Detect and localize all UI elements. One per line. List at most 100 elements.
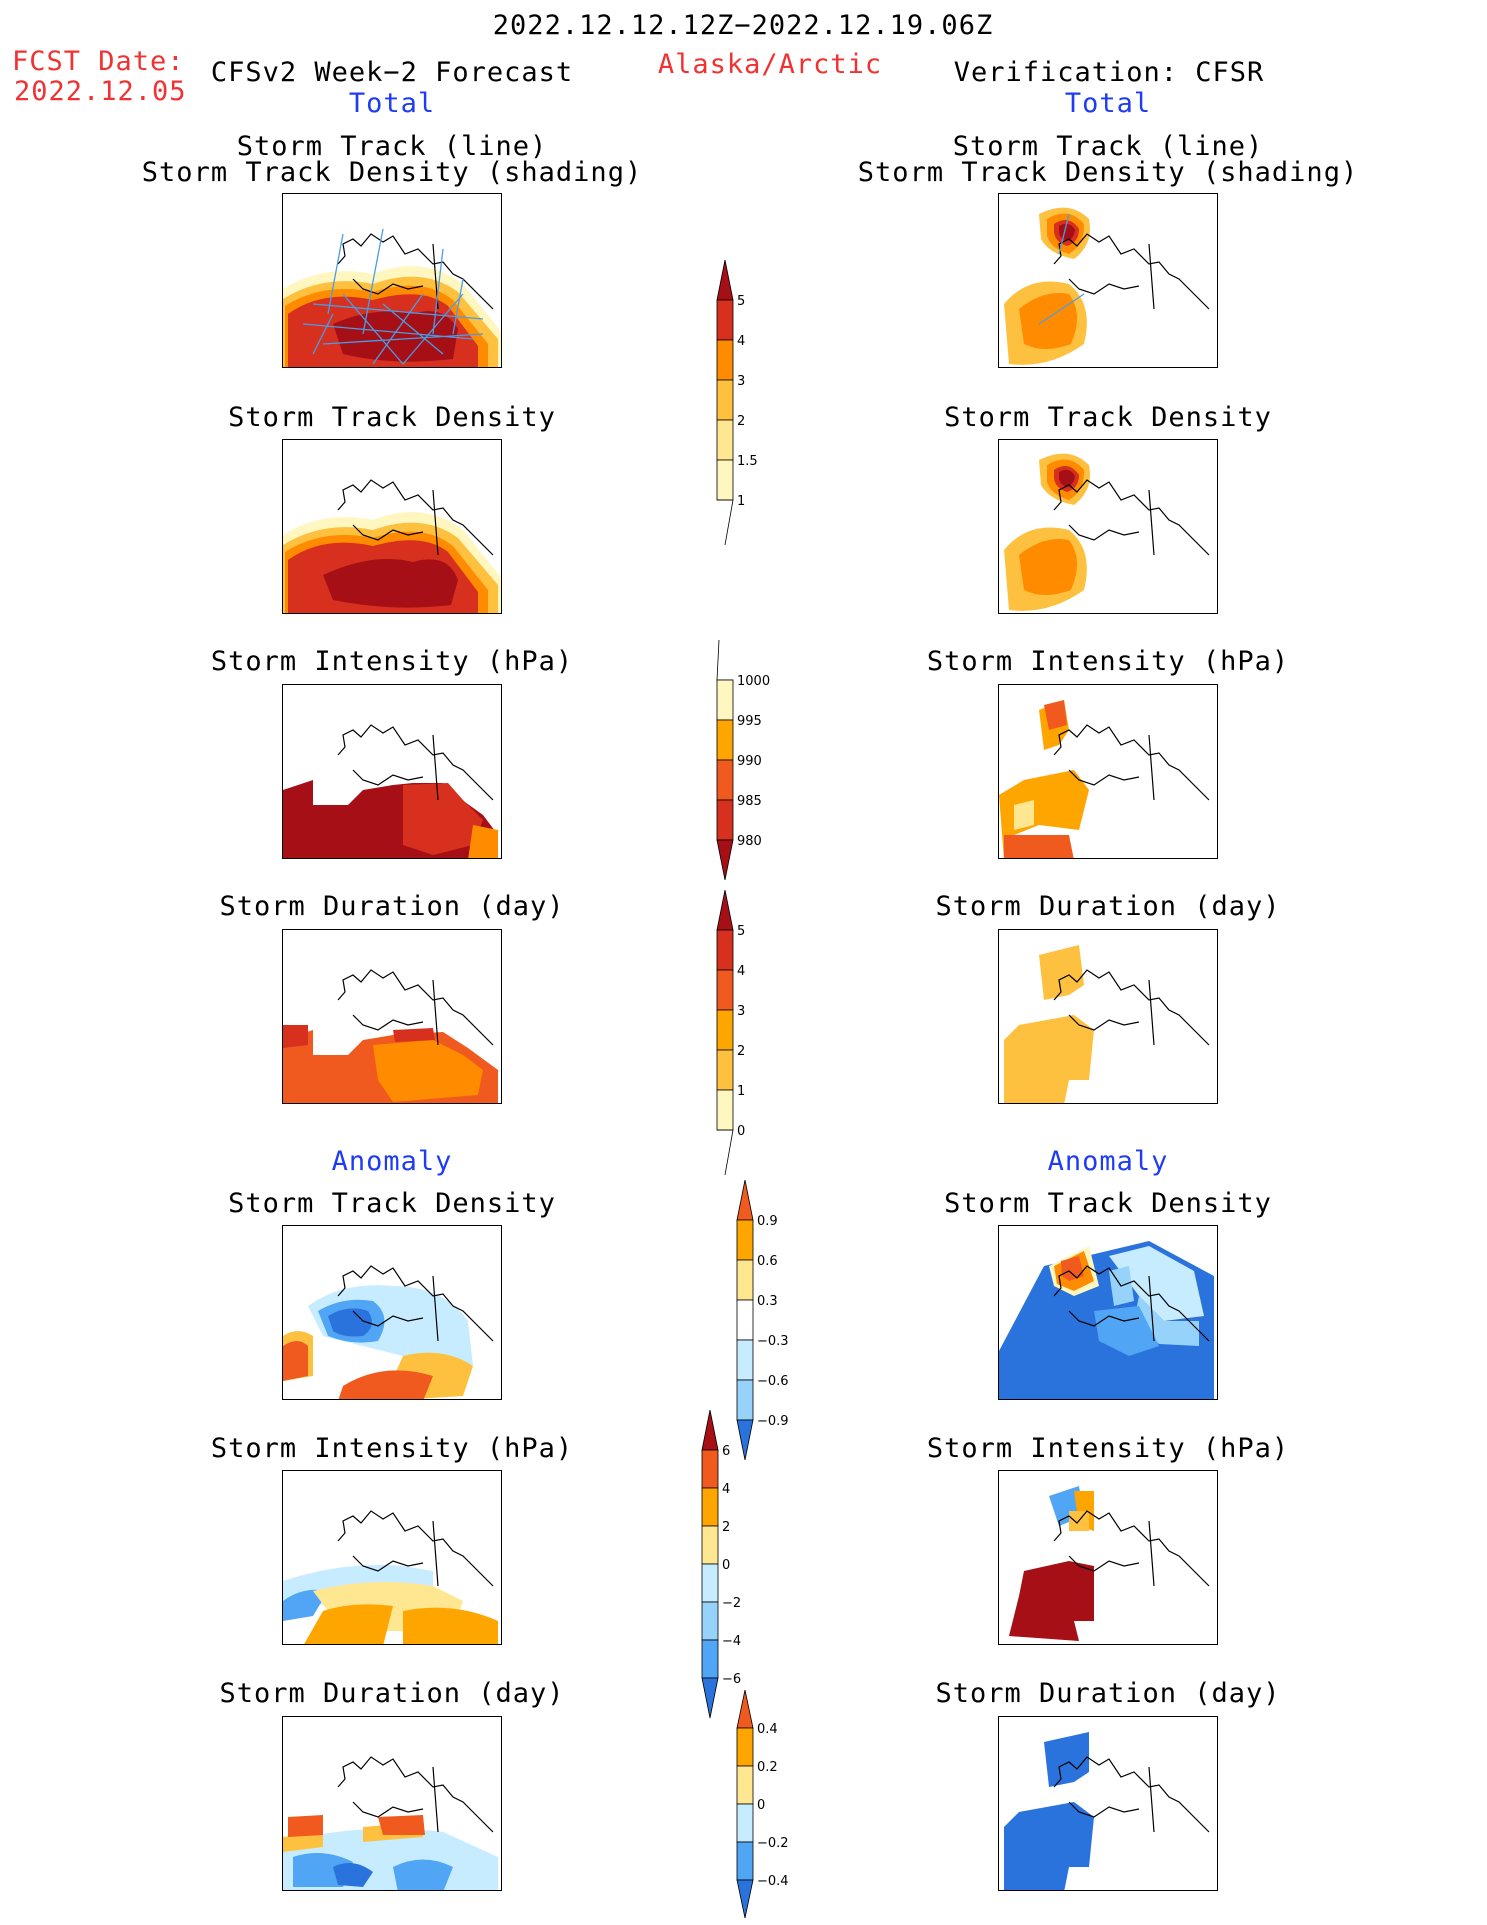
left-anom-duration-title: Storm Duration (day)	[219, 1678, 565, 1709]
tick-label: 4	[722, 1482, 730, 1497]
right-model-title: Verification: CFSR	[953, 57, 1265, 88]
tick-label: 0.3	[757, 1294, 778, 1309]
tick-label: 980	[737, 834, 762, 849]
coastline	[1053, 479, 1210, 556]
coastline	[1053, 233, 1210, 310]
tick-label: −6	[722, 1672, 741, 1687]
shade-layer	[1014, 800, 1034, 830]
tick-label: 990	[737, 754, 762, 769]
map-fcst-density	[282, 439, 502, 614]
tick-label: −0.4	[757, 1874, 789, 1889]
shade-layer	[1061, 1256, 1084, 1281]
tick-label: 0	[737, 1124, 745, 1139]
map-obs-density	[998, 439, 1218, 614]
shade-layer	[1059, 469, 1075, 487]
left-anomaly-label: Anomaly	[331, 1146, 453, 1177]
left-track-shading-title: Storm Track Density (shading)	[141, 157, 643, 188]
tick-label: −0.3	[757, 1334, 789, 1349]
right-anom-intensity-title: Storm Intensity (hPa)	[926, 1433, 1290, 1464]
tick-label: 2	[737, 414, 745, 429]
shade-layer	[1094, 1306, 1159, 1356]
tick-label: −0.2	[757, 1836, 789, 1851]
shade-layer	[403, 783, 483, 855]
coastline	[337, 479, 494, 556]
fcst-date-label: FCST Date:	[12, 46, 185, 77]
shade-layer	[1004, 945, 1094, 1103]
shade-layer	[373, 1040, 483, 1102]
tick-label: 985	[737, 794, 762, 809]
shade-layer	[304, 1604, 498, 1644]
left-track-line-title: Storm Track (line)	[236, 131, 548, 162]
map-fcst-track	[282, 193, 502, 368]
left-anom-intensity-title: Storm Intensity (hPa)	[210, 1433, 574, 1464]
tick-label: 0	[757, 1798, 765, 1813]
tick-label: 4	[737, 964, 745, 979]
tick-label: 995	[737, 714, 762, 729]
left-total-label: Total	[348, 88, 436, 119]
coastline	[1053, 1756, 1210, 1833]
right-total-label: Total	[1064, 88, 1152, 119]
tick-label: −0.6	[757, 1374, 789, 1389]
shade-layer	[1004, 700, 1074, 858]
colorbar-intensity-anomaly: 6 4 2 0 −2 −4 −6	[701, 1410, 741, 1719]
coastline	[337, 1510, 494, 1587]
shade-layer	[1019, 459, 1085, 595]
region-title: Alaska/Arctic	[657, 49, 883, 80]
right-track-shading-title: Storm Track Density (shading)	[857, 157, 1359, 188]
left-model-title: CFSv2 Week−2 Forecast	[210, 57, 574, 88]
tick-label: 3	[737, 374, 745, 389]
shade-layer	[468, 825, 498, 858]
left-anom-density-title: Storm Track Density	[228, 1188, 556, 1219]
storm-track-lines	[302, 228, 484, 365]
coastline	[337, 724, 494, 801]
tick-label: 2	[722, 1520, 730, 1535]
coastline	[337, 1265, 494, 1342]
tick-label: 1	[737, 1084, 745, 1099]
tick-label: 5	[737, 294, 745, 309]
map-fcst-duration-anomaly	[282, 1716, 502, 1891]
map-obs-duration-anomaly	[998, 1716, 1218, 1891]
shade-layer	[283, 1589, 328, 1621]
tick-label: 3	[737, 1004, 745, 1019]
left-intensity-title: Storm Intensity (hPa)	[210, 646, 574, 677]
map-fcst-density-anomaly	[282, 1225, 502, 1400]
tick-label: 5	[737, 924, 745, 939]
shade-layer	[1109, 1246, 1204, 1321]
fcst-date-value: 2022.12.05	[14, 76, 187, 107]
map-fcst-intensity	[282, 684, 502, 859]
shade-layer	[333, 1863, 373, 1887]
right-density-title: Storm Track Density	[944, 402, 1272, 433]
shade-layer	[1009, 1561, 1094, 1641]
colorbar-intensity: 1000 995 990 985 980	[716, 640, 770, 880]
tick-label: 0.2	[757, 1760, 778, 1775]
colorbar-duration: 5 4 3 2 1 0	[716, 890, 745, 1175]
tick-label: −4	[722, 1634, 741, 1649]
shade-layer	[283, 1025, 435, 1048]
tick-label: 0	[722, 1558, 730, 1573]
tick-label: −2	[722, 1596, 741, 1611]
right-duration-title: Storm Duration (day)	[935, 891, 1281, 922]
right-anom-duration-title: Storm Duration (day)	[935, 1678, 1281, 1709]
shade-layer	[328, 1308, 372, 1337]
storm-track-lines	[1038, 213, 1085, 325]
right-anom-density-title: Storm Track Density	[944, 1188, 1272, 1219]
colorbar-density: 5 4 3 2 1.5 1	[716, 260, 758, 545]
shade-layer	[1109, 1266, 1199, 1346]
shade-layer	[1019, 213, 1085, 349]
tick-label: 0.4	[757, 1722, 778, 1737]
tick-label: 0.9	[757, 1214, 778, 1229]
right-anomaly-label: Anomaly	[1047, 1146, 1169, 1177]
shade-layer	[288, 1815, 425, 1837]
map-obs-track	[998, 193, 1218, 368]
right-track-line-title: Storm Track (line)	[952, 131, 1264, 162]
map-obs-intensity-anomaly	[998, 1470, 1218, 1645]
tick-label: 0.6	[757, 1254, 778, 1269]
map-fcst-duration	[282, 929, 502, 1104]
coastline	[337, 969, 494, 1046]
tick-label: 4	[737, 334, 745, 349]
shade-layer	[283, 1341, 433, 1399]
tick-label: 1000	[737, 674, 770, 689]
map-fcst-intensity-anomaly	[282, 1470, 502, 1645]
shade-layer	[323, 558, 458, 608]
left-density-title: Storm Track Density	[228, 402, 556, 433]
